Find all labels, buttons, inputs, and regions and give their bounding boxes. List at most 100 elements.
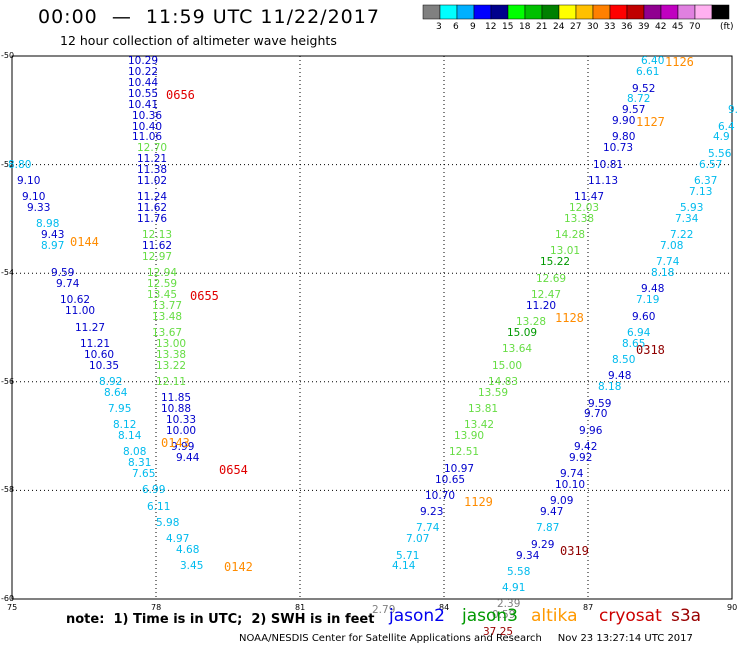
wave-height-value: 12.59 — [147, 278, 178, 290]
wave-height-value: 7.13 — [689, 186, 713, 198]
legend-swatch — [694, 4, 713, 20]
legend-swatch — [660, 4, 679, 20]
y-tick-label: -50 — [1, 51, 15, 60]
y-tick-label: -54 — [1, 268, 15, 278]
wave-height-value: 9.34 — [516, 550, 540, 562]
wave-height-value: 13.90 — [454, 430, 485, 442]
wave-height-value: 13.64 — [502, 343, 533, 355]
legend-label: 36 — [621, 22, 633, 32]
wave-height-value: 9.10 — [17, 175, 41, 187]
wave-height-value: 5.58 — [507, 566, 531, 578]
wave-height-value: 11.00 — [65, 305, 96, 317]
wave-height-value: 6.57 — [699, 159, 723, 171]
wave-height-value: 13.38 — [564, 213, 595, 225]
wave-height-value: 11.85 — [161, 392, 192, 404]
legend-swatch — [711, 4, 730, 20]
satellite-name: cryosat — [599, 606, 662, 626]
wave-height-value: 7.87 — [536, 522, 560, 534]
wave-height-value: 8.12 — [113, 419, 137, 431]
pass-time-label: 1129 — [464, 495, 493, 509]
wave-height-value: 15.22 — [540, 256, 571, 268]
satellite-name: jason2 — [389, 606, 445, 626]
pass-time-label: 1128 — [555, 311, 584, 325]
wave-height-value: 10.22 — [128, 66, 159, 78]
wave-height-value: 9.99 — [171, 441, 195, 453]
legend-label: 9 — [470, 22, 476, 32]
pass-time-label: 1127 — [636, 115, 665, 129]
pass-time-label: 0655 — [190, 289, 219, 303]
wave-height-value: 10.88 — [161, 403, 192, 415]
y-tick-label: -56 — [1, 376, 15, 386]
map-title: 00:00 — 11:59 UTC 11/22/2017 — [38, 6, 380, 28]
wave-height-value: 4.68 — [176, 544, 200, 556]
legend-label: 21 — [536, 22, 548, 32]
legend-label: 24 — [553, 22, 565, 32]
wave-height-value: 9.60 — [632, 311, 656, 323]
wave-height-value: 10.35 — [89, 360, 120, 372]
wave-height-value: 10.40 — [132, 121, 163, 133]
legend-label: 42 — [655, 22, 667, 32]
map-frame — [11, 55, 733, 600]
wave-height-value: 9.09 — [550, 495, 574, 507]
legend-label: 39 — [638, 22, 650, 32]
wave-height-value: 11.24 — [137, 191, 168, 203]
x-tick-label: 81 — [295, 603, 306, 612]
wave-height-value: 9.96 — [579, 425, 603, 437]
legend-label: 18 — [519, 22, 531, 32]
wave-height-value: 9.23 — [420, 506, 444, 518]
wave-height-value: 9.43 — [41, 229, 65, 241]
legend-swatch — [456, 4, 475, 20]
wave-height-value: 12.97 — [142, 251, 173, 263]
legend-swatch — [677, 4, 696, 20]
wave-height-value: 8.64 — [104, 387, 128, 399]
satellite-name: s3a — [671, 606, 702, 626]
legend-label: 6 — [453, 22, 459, 32]
wave-height-value: 6.40 — [641, 55, 665, 67]
y-tick-label: -52 — [1, 159, 15, 169]
map-subtitle: 12 hour collection of altimeter wave hei… — [60, 33, 337, 48]
legend-label: 12 — [485, 22, 497, 32]
wave-height-value: 7.95 — [108, 403, 132, 415]
wave-height-value: 9.52 — [632, 83, 656, 95]
wave-height-value: 12.03 — [569, 202, 600, 214]
wave-height-value: 10.55 — [128, 88, 159, 100]
x-tick-label: 78 — [151, 603, 162, 612]
wave-height-value: 11.21 — [80, 338, 111, 350]
wave-height-value: 11.76 — [137, 213, 168, 225]
wave-height-value: 4.9 — [713, 131, 730, 143]
legend-label: 30 — [587, 22, 599, 32]
wave-height-value: 12.13 — [142, 229, 173, 241]
wave-height-value: 15.09 — [507, 327, 538, 339]
x-tick-label: 75 — [7, 603, 18, 612]
wave-height-value: 11.27 — [75, 322, 106, 334]
wave-height-value: 9.48 — [608, 370, 632, 382]
y-tick-label: -58 — [1, 485, 15, 495]
legend-unit: (ft) — [720, 22, 734, 32]
legend-swatch — [643, 4, 662, 20]
wave-height-value: 6.94 — [627, 327, 651, 339]
wave-height-value: 13.67 — [152, 327, 183, 339]
legend-swatch — [541, 4, 560, 20]
legend-swatch — [473, 4, 492, 20]
wave-height-value: 12.69 — [536, 273, 567, 285]
wave-height-value: 8.50 — [612, 354, 636, 366]
wave-height-value: 6.4 — [718, 121, 735, 133]
wave-height-value: 9.29 — [531, 539, 555, 551]
legend-label: 33 — [604, 22, 616, 32]
wave-height-value: 10.29 — [128, 55, 159, 67]
wave-height-value: 12.51 — [449, 446, 480, 458]
wave-height-value: 9.90 — [612, 115, 636, 127]
wave-height-value: 7.65 — [132, 468, 156, 480]
credit-line: NOAA/NESDIS Center for Satellite Applica… — [239, 633, 693, 644]
legend-label: 15 — [502, 22, 514, 32]
wave-height-value: 2.79 — [372, 604, 396, 616]
wave-height-value: 8.92 — [99, 376, 123, 388]
wave-height-value: 13.38 — [156, 349, 187, 361]
wave-height-value: 13.42 — [464, 419, 495, 431]
wave-height-value: 10.62 — [60, 294, 91, 306]
wave-height-value: 11.06 — [132, 131, 163, 143]
wave-height-value: 9.42 — [574, 441, 598, 453]
wave-height-value: 10.36 — [132, 110, 163, 122]
wave-height-value: 10.60 — [84, 349, 115, 361]
wave-height-value: 11.38 — [137, 164, 168, 176]
